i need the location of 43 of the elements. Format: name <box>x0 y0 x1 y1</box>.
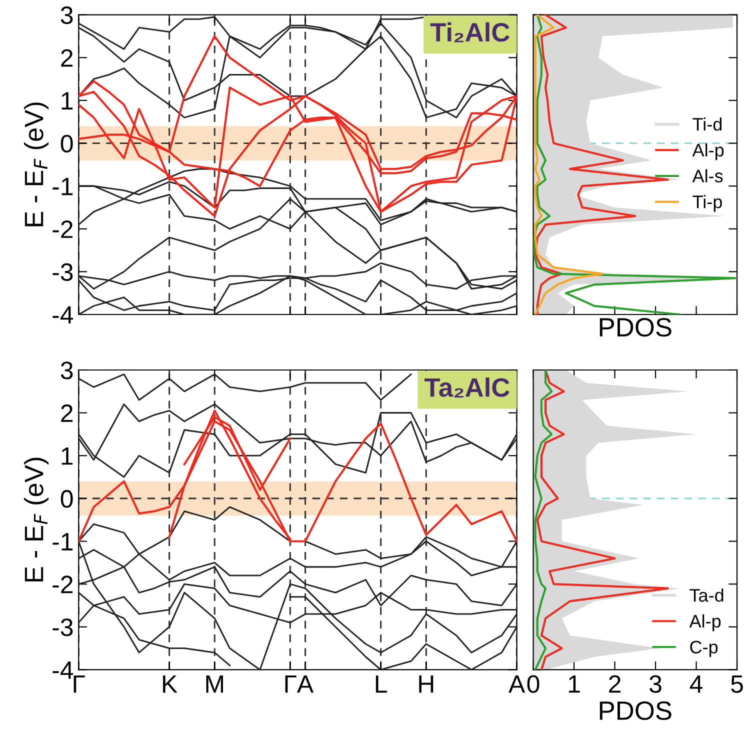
legend-label: C-p <box>690 640 718 658</box>
y-tick-label: -1 <box>52 178 73 196</box>
y-tick-label: 1 <box>62 447 73 465</box>
y-tick-label: 1 <box>62 92 73 110</box>
x-tick-label: 1 <box>568 675 580 693</box>
legend-label: Ti-p <box>692 195 722 212</box>
x-tick-label: L <box>376 675 387 693</box>
annotation: Ta₂AlC <box>424 377 510 398</box>
x-tick-label: H <box>419 675 434 693</box>
y-axis-title: E - E$_{F}$ (eV) <box>24 102 49 226</box>
y-tick-label: -4 <box>52 662 74 679</box>
x-tick-label: 4 <box>690 675 702 693</box>
annotation: Ti₂AlC <box>430 22 510 42</box>
x-tick-label: K <box>163 675 178 693</box>
x-axis-title: PDOS <box>600 701 672 720</box>
x-tick-label: 3 <box>650 675 662 693</box>
x-tick-label: 0 <box>527 675 540 693</box>
y-tick-label: -3 <box>52 618 73 636</box>
y-tick-label: -4 <box>52 306 74 324</box>
legend-label: Al-s <box>692 169 723 182</box>
legend-label: Ta-d <box>690 588 724 602</box>
y-tick-label: -2 <box>52 576 73 594</box>
y-tick-label: 3 <box>60 6 73 24</box>
y-tick-label: 0 <box>60 134 73 153</box>
y-tick-label: 3 <box>60 362 73 380</box>
x-tick-label: 5 <box>731 675 743 693</box>
y-tick-label: 0 <box>60 490 73 508</box>
y-axis-title: E - E$_{F}$ (eV) <box>24 458 49 582</box>
y-tick-label: 2 <box>61 404 73 422</box>
legend-label: Ti-d <box>692 117 722 131</box>
legend-label: Al-p <box>689 614 721 632</box>
y-tick-label: -2 <box>52 220 73 238</box>
y-tick-label: -3 <box>52 263 73 281</box>
x-tick-label: 2 <box>609 675 620 693</box>
y-tick-label: -1 <box>52 533 73 550</box>
legend-label: Al-p <box>692 143 724 160</box>
x-axis-title: PDOS <box>600 318 672 337</box>
x-tick-label: A <box>296 675 314 693</box>
y-tick-label: 2 <box>61 49 73 67</box>
x-tick-label: A <box>508 675 526 693</box>
x-tick-label: M <box>206 675 223 693</box>
x-tick-label: Γ <box>285 675 296 693</box>
x-tick-label: Γ <box>74 675 85 693</box>
